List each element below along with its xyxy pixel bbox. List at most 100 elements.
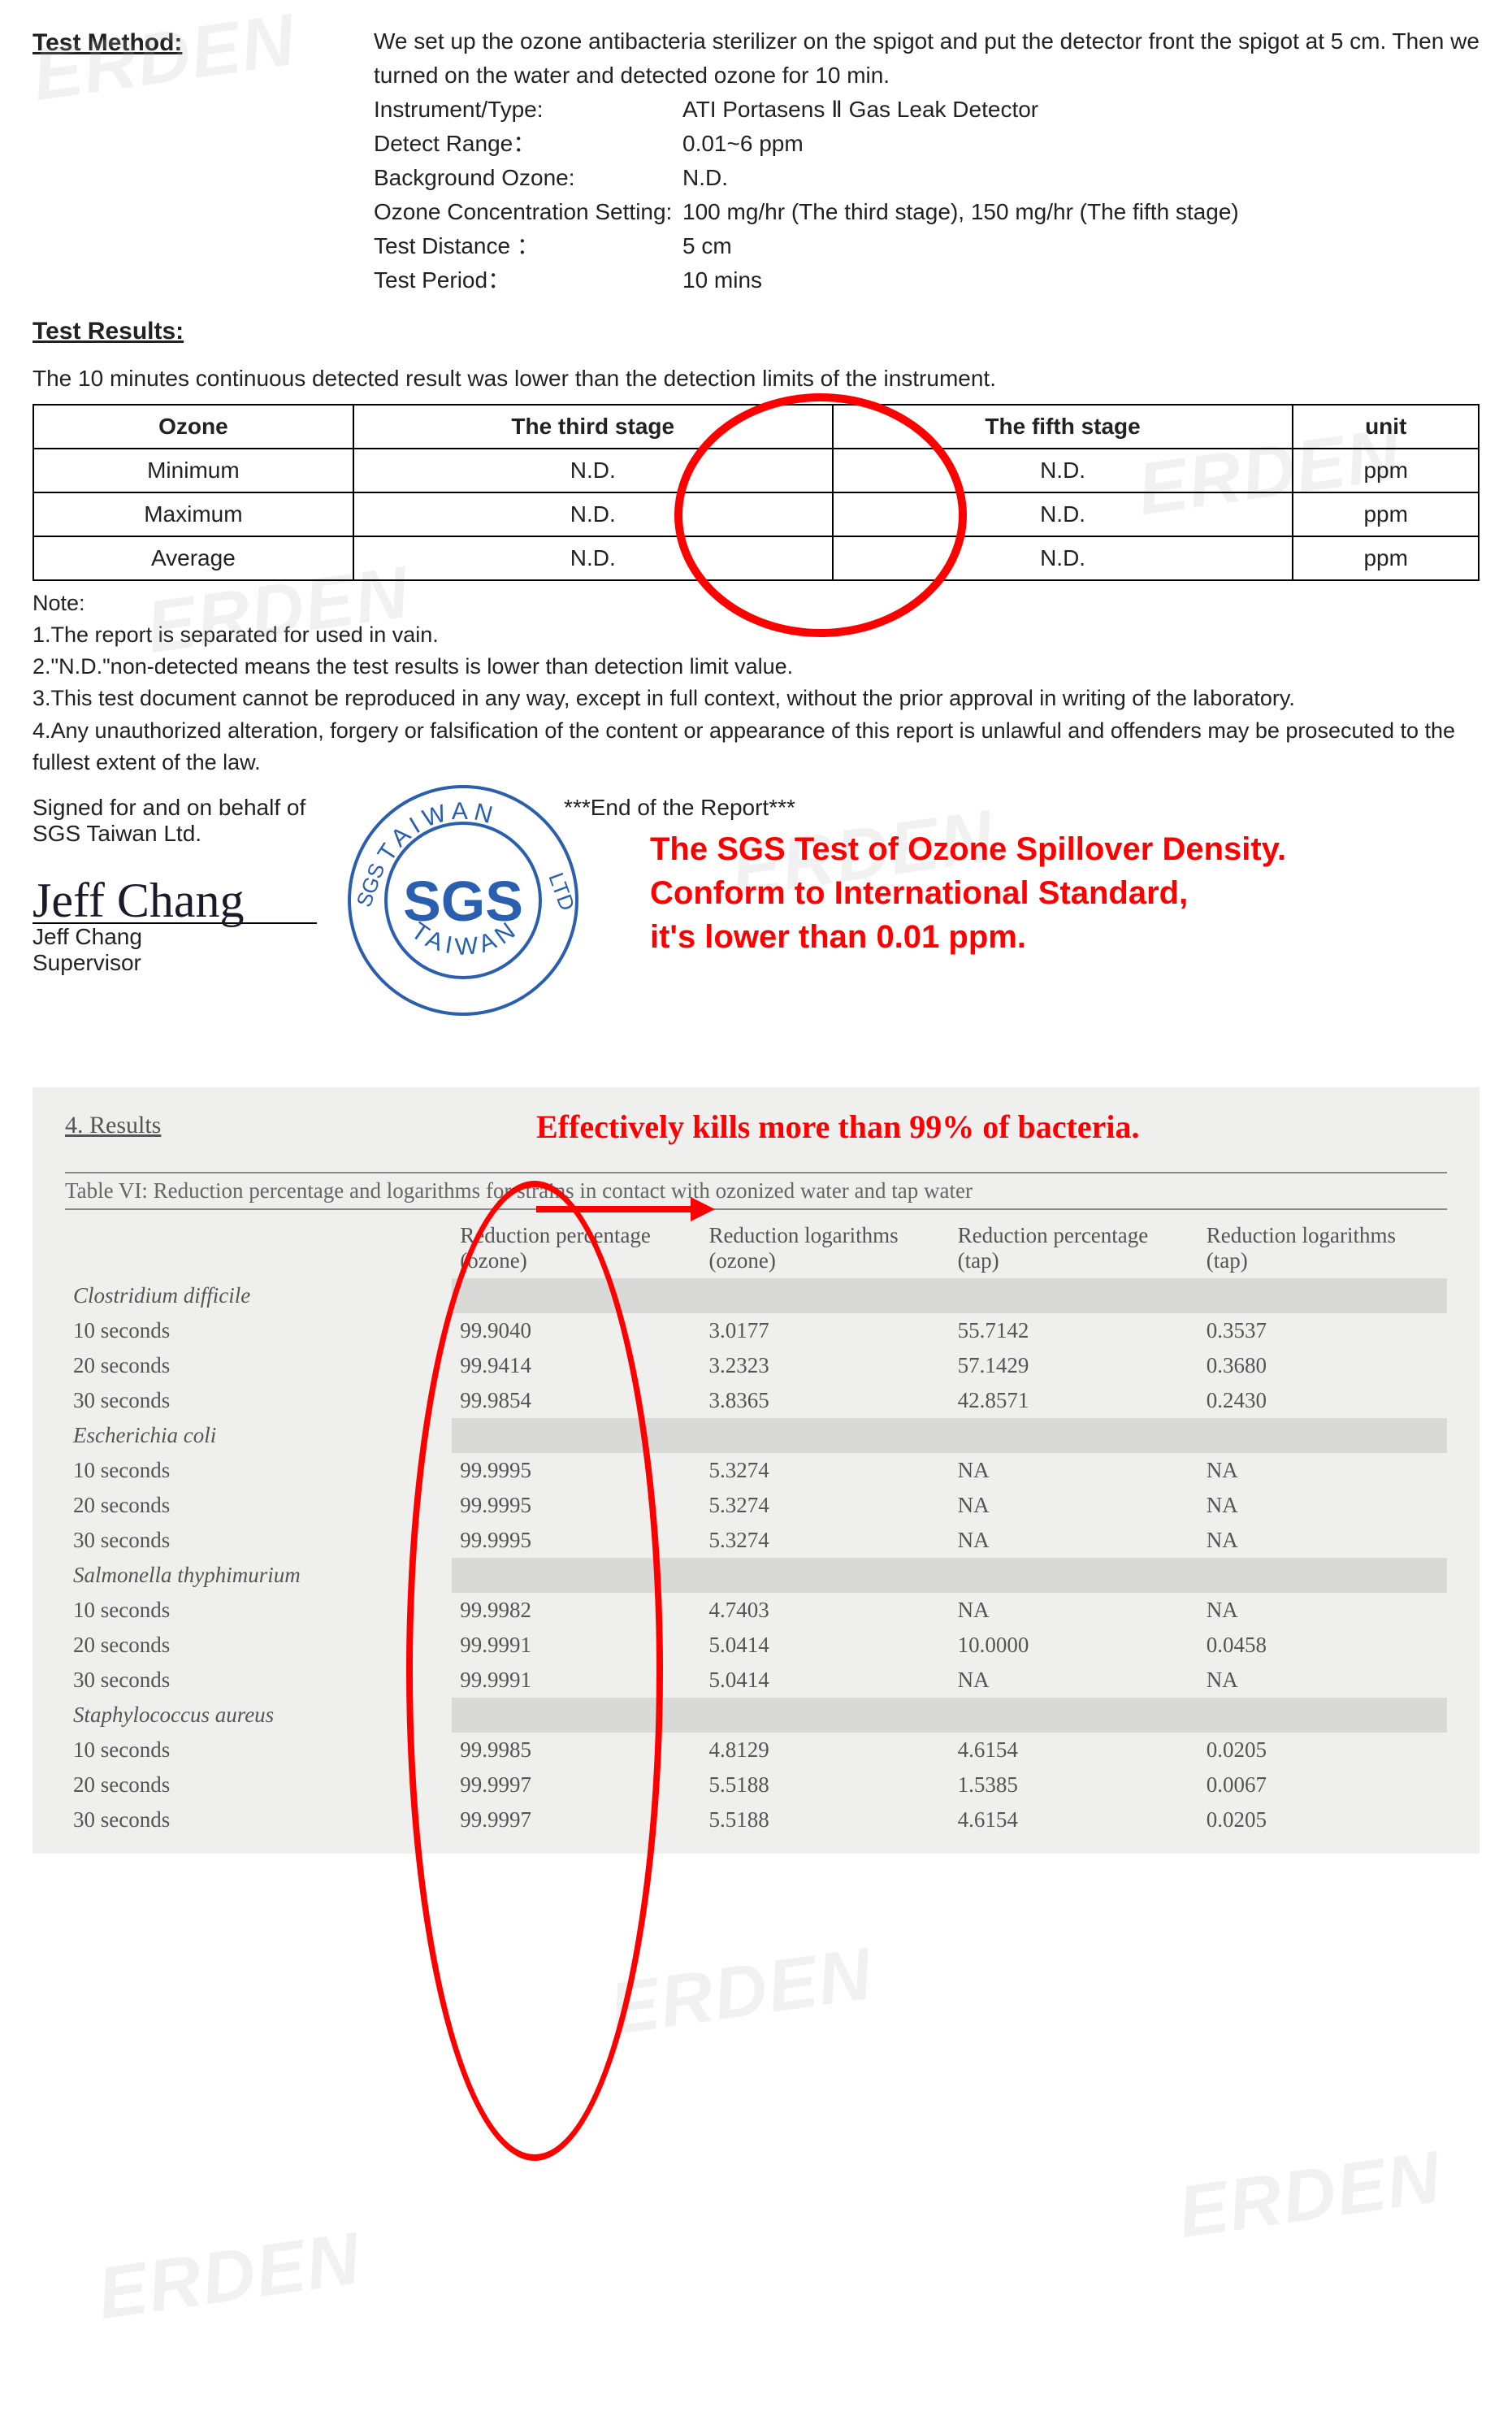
watermark: ERDEN [1173, 2136, 1446, 2255]
strain-name: Staphylococcus aureus [65, 1698, 452, 1733]
table-row: 10 seconds99.99824.7403NANA [65, 1593, 1447, 1628]
callout-kills-bacteria: Effectively kills more than 99% of bacte… [536, 1108, 1139, 1146]
table-cell: 5.5188 [700, 1802, 949, 1837]
results-intro-text: The 10 minutes continuous detected resul… [32, 366, 1480, 392]
table-cell: 0.0205 [1198, 1733, 1447, 1768]
table-row: 30 seconds99.99975.51884.61540.0205 [65, 1802, 1447, 1837]
table-cell: Average [33, 536, 353, 580]
table-cell: 1.5385 [950, 1768, 1198, 1802]
strain-name: Escherichia coli [65, 1418, 452, 1453]
note-item: 2."N.D."non-detected means the test resu… [32, 651, 1480, 683]
table-cell: ppm [1293, 536, 1479, 580]
strain-name: Salmonella thyphimurium [65, 1558, 452, 1593]
method-label: Detect Range： [374, 127, 682, 161]
end-of-report: ***End of the Report*** [564, 795, 795, 820]
company-name: SGS Taiwan Ltd. [32, 821, 201, 846]
table-row: 30 seconds99.99915.0414NANA [65, 1663, 1447, 1698]
table-cell: 42.8571 [950, 1383, 1198, 1418]
table-row: 20 seconds99.99975.51881.53850.0067 [65, 1768, 1447, 1802]
table-cell: 3.0177 [700, 1313, 949, 1348]
table-cell: NA [1198, 1593, 1447, 1628]
table-cell: ppm [1293, 449, 1479, 492]
table-row: 10 seconds99.99854.81294.61540.0205 [65, 1733, 1447, 1768]
table-row: 20 seconds99.94143.232357.14290.3680 [65, 1348, 1447, 1383]
method-value: 100 mg/hr (The third stage), 150 mg/hr (… [682, 195, 1480, 229]
bacteria-table: Reduction percentage (ozone)Reduction lo… [65, 1218, 1447, 1837]
table-cell: 30 seconds [65, 1383, 452, 1418]
table-cell: NA [950, 1663, 1198, 1698]
table-cell: NA [1198, 1453, 1447, 1488]
table-cell: 5.0414 [700, 1663, 949, 1698]
table-header: Reduction logarithms (ozone) [700, 1218, 949, 1278]
callout-sgs-test: The SGS Test of Ozone Spillover Density.… [650, 827, 1286, 959]
table-cell: 0.0458 [1198, 1628, 1447, 1663]
strain-name: Clostridium difficile [65, 1278, 452, 1313]
table-cell: 55.7142 [950, 1313, 1198, 1348]
sgs-stamp: SGS TAIWAN TAIWAN SGS LTD [341, 779, 585, 1022]
table-row: 10 seconds99.90403.017755.71420.3537 [65, 1313, 1447, 1348]
table-cell: NA [950, 1488, 1198, 1523]
method-value: N.D. [682, 161, 1480, 195]
table-cell: Minimum [33, 449, 353, 492]
table-cell: 0.2430 [1198, 1383, 1447, 1418]
method-label: Test Period： [374, 263, 682, 297]
table-cell: 4.7403 [700, 1593, 949, 1628]
table-cell: 0.3680 [1198, 1348, 1447, 1383]
table-cell: 5.3274 [700, 1523, 949, 1558]
watermark: ERDEN [93, 2217, 366, 2336]
method-value: 10 mins [682, 263, 1480, 297]
test-method-heading: Test Method: [32, 24, 374, 85]
table-header: Reduction percentage (tap) [950, 1218, 1198, 1278]
table-cell: 4.8129 [700, 1733, 949, 1768]
highlight-circle-fifth-stage [674, 393, 967, 637]
table-cell: 10 seconds [65, 1313, 452, 1348]
table-cell: 10 seconds [65, 1593, 452, 1628]
table-cell: 20 seconds [65, 1488, 452, 1523]
table-cell: 20 seconds [65, 1768, 452, 1802]
test-results-heading: Test Results: [32, 318, 1480, 345]
table-row: 20 seconds99.99915.041410.00000.0458 [65, 1628, 1447, 1663]
svg-text:TAIWAN: TAIWAN [373, 798, 500, 866]
table-header: Reduction logarithms (tap) [1198, 1218, 1447, 1278]
table-cell: 4.6154 [950, 1733, 1198, 1768]
table-cell: 4.6154 [950, 1802, 1198, 1837]
table-cell: 30 seconds [65, 1523, 452, 1558]
svg-text:SGS: SGS [351, 860, 389, 910]
table-cell: NA [950, 1523, 1198, 1558]
table-cell: 3.2323 [700, 1348, 949, 1383]
table-cell: NA [1198, 1488, 1447, 1523]
method-label: Instrument/Type: [374, 93, 682, 127]
table-cell: NA [950, 1593, 1198, 1628]
table-cell: 0.0067 [1198, 1768, 1447, 1802]
method-label: Background Ozone: [374, 161, 682, 195]
table-cell: 10 seconds [65, 1453, 452, 1488]
table-row: 10 seconds99.99955.3274NANA [65, 1453, 1447, 1488]
table-cell: Maximum [33, 492, 353, 536]
table-cell: 20 seconds [65, 1348, 452, 1383]
table-caption: Table VI: Reduction percentage and logar… [65, 1172, 1447, 1210]
note-item: 4.Any unauthorized alteration, forgery o… [32, 715, 1480, 779]
method-label: Test Distance ： [374, 229, 682, 263]
method-description: We set up the ozone antibacteria sterili… [374, 24, 1480, 93]
table-cell: 30 seconds [65, 1663, 452, 1698]
method-value: ATI Portasens Ⅱ Gas Leak Detector [682, 93, 1480, 127]
table-cell: NA [1198, 1663, 1447, 1698]
table-cell: 30 seconds [65, 1802, 452, 1837]
highlight-oval-ozone-percentage [406, 1181, 663, 2161]
table-cell: 5.0414 [700, 1628, 949, 1663]
table-cell: 5.3274 [700, 1488, 949, 1523]
method-value: 0.01~6 ppm [682, 127, 1480, 161]
table-cell: 57.1429 [950, 1348, 1198, 1383]
table-cell: ppm [1293, 492, 1479, 536]
table-header: unit [1293, 405, 1479, 449]
table-cell: 5.5188 [700, 1768, 949, 1802]
table-cell: 10.0000 [950, 1628, 1198, 1663]
table-cell: 0.0205 [1198, 1802, 1447, 1837]
table-row: 20 seconds99.99955.3274NANA [65, 1488, 1447, 1523]
table-row: 30 seconds99.98543.836542.85710.2430 [65, 1383, 1447, 1418]
table-cell: NA [1198, 1523, 1447, 1558]
method-value: 5 cm [682, 229, 1480, 263]
signed-for-text: Signed for and on behalf of [32, 795, 305, 820]
watermark: ERDEN [604, 1932, 877, 2052]
table-cell: 3.8365 [700, 1383, 949, 1418]
